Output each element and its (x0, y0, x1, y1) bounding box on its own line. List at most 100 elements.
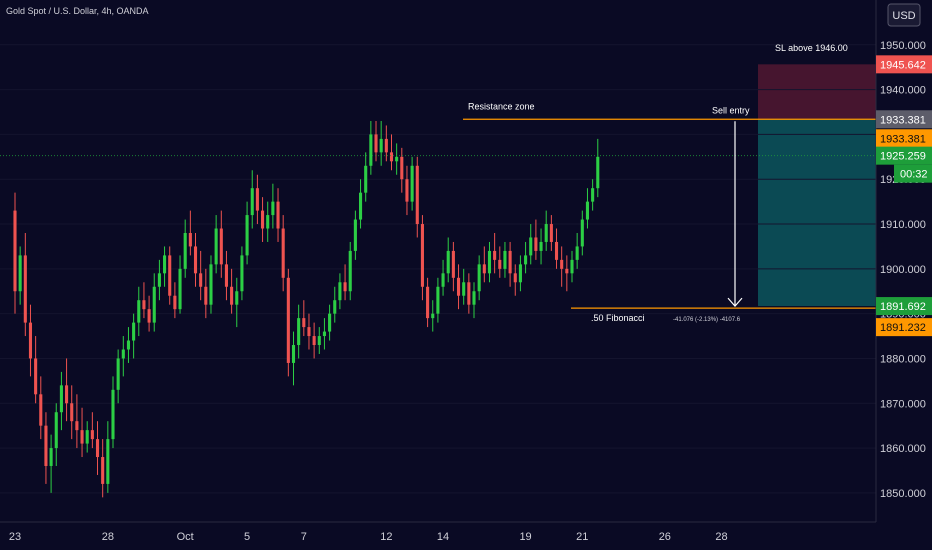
candle-body (529, 237, 533, 256)
price-tag-value: 1933.381 (880, 114, 926, 126)
price-tag-background (876, 318, 932, 337)
price-tag-sl: 1945.642 (876, 55, 932, 74)
price-tick-label: 1860.000 (880, 443, 926, 455)
candle-body (524, 255, 528, 265)
candle-body (456, 277, 461, 296)
candle-body (157, 273, 161, 287)
price-tick-label: 1900.000 (880, 264, 926, 276)
candle-body (137, 300, 141, 323)
stop-loss-label: SL above 1946.00 (775, 43, 848, 53)
candle-body (261, 210, 265, 229)
candle-body (493, 250, 497, 260)
countdown-background (894, 164, 932, 183)
candle-body (353, 219, 357, 251)
price-tag-value: 1945.642 (880, 59, 926, 71)
currency-button-frame[interactable] (887, 3, 921, 27)
price-tick-label: 1850.000 (880, 488, 926, 500)
currency-button-label[interactable]: USD (892, 10, 915, 22)
candle-body (132, 322, 136, 341)
candle-body (384, 138, 388, 153)
candle-body (426, 286, 430, 319)
price-tick-label: 1910.000 (880, 219, 926, 231)
time-tick-label: 21 (576, 531, 588, 543)
price-axis (875, 0, 932, 522)
candle-body (168, 255, 172, 296)
price-tag-fib: 1891.232 (876, 318, 932, 337)
time-tick-label: 28 (102, 531, 114, 543)
candle-body (193, 246, 198, 274)
candle-body (415, 165, 419, 225)
candle-body (379, 138, 383, 153)
price-tag-entry: 1933.381 (876, 110, 932, 129)
candle-body (369, 134, 373, 166)
price-tag-background (876, 129, 932, 148)
candle-body (121, 349, 125, 359)
candle-body (286, 277, 290, 363)
candle-body (549, 224, 553, 242)
candle-body (560, 259, 564, 269)
candle-body (518, 264, 522, 283)
candle-body (333, 300, 337, 314)
candle-body (498, 259, 502, 269)
candle-body (44, 425, 48, 466)
price-tag-resistance: 1933.381 (876, 129, 932, 148)
resistance-zone-label: Resistance zone (468, 101, 535, 111)
candle-body (28, 322, 33, 359)
time-tick-label: 7 (301, 531, 307, 543)
currency-button[interactable]: USD (887, 3, 921, 27)
time-tick-label: 5 (244, 531, 250, 543)
candle-body (75, 421, 79, 431)
candle-body (209, 264, 213, 305)
candle-body (405, 179, 409, 202)
candle-body (554, 241, 559, 260)
candle-body (85, 430, 89, 444)
candle-body (111, 389, 115, 440)
candle-body (204, 286, 208, 305)
countdown-value: 00:32 (900, 169, 928, 181)
candle-body (374, 134, 378, 153)
candle-body (570, 259, 574, 274)
price-tag-background (876, 297, 932, 316)
candle-body (281, 228, 285, 278)
stop-loss-zone (758, 64, 876, 120)
candle-body (23, 255, 27, 323)
candle-body (214, 228, 218, 265)
candle-body (106, 439, 110, 484)
candle-body (178, 268, 182, 310)
candle-body (245, 215, 249, 256)
price-tag-value: 1925.259 (880, 151, 926, 163)
candle-body (431, 313, 435, 319)
candle-body (250, 188, 254, 216)
candle-body (13, 210, 17, 292)
candle-body (420, 224, 424, 287)
candle-body (116, 358, 120, 390)
level-lines (0, 118, 876, 309)
candle-body (255, 188, 259, 211)
candle-body (70, 403, 74, 422)
time-tick-label: 23 (9, 531, 21, 543)
candle-body (364, 165, 368, 193)
candle-body (338, 282, 342, 301)
candle-body (90, 430, 94, 440)
candle-body (591, 188, 595, 202)
chart-annotations: Resistance zone Sell entry .50 Fibonacci SL… (468, 43, 848, 323)
candle-body (188, 232, 192, 247)
candle-body (358, 192, 363, 220)
candle-body (142, 300, 146, 310)
candle-body (230, 286, 234, 305)
candle-body (95, 439, 100, 458)
candle-body (163, 255, 167, 274)
price-tag-value: 1891.692 (880, 301, 926, 313)
price-tags: 1945.642 1933.381 1933.381 1925.259 00:32 189… (876, 55, 932, 337)
candle-body (18, 255, 22, 292)
candle-body (487, 250, 492, 274)
candle-body (400, 156, 404, 180)
candlestick-series (13, 120, 600, 498)
candle-body (271, 201, 275, 216)
price-tick-label: 1870.000 (880, 398, 926, 410)
candle-body (147, 309, 151, 323)
candle-body (539, 241, 543, 251)
candle-body (183, 232, 187, 269)
sell-arrow-head (727, 297, 743, 308)
